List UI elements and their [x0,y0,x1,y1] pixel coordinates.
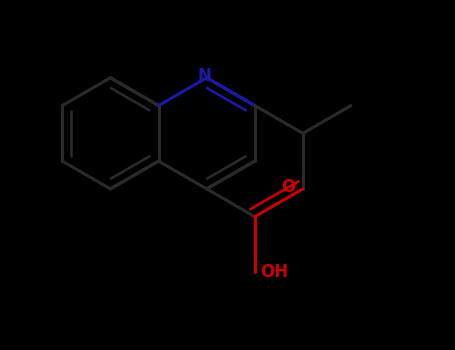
Text: N: N [198,67,212,85]
Text: OH: OH [260,263,288,281]
Text: O: O [281,178,295,196]
